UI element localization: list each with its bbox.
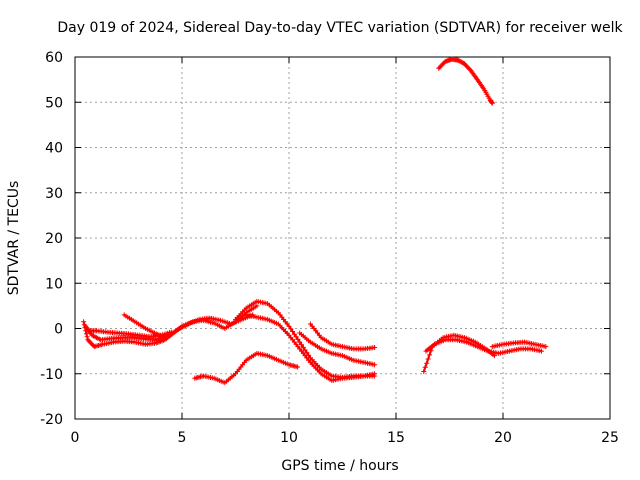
data-point: [422, 364, 428, 370]
y-tick-label: -20: [40, 412, 63, 428]
x-tick-label: 0: [71, 430, 80, 446]
data-point: [291, 331, 297, 337]
data-point: [539, 348, 544, 354]
ticks-layer: 0 5 10 15 20 25 -20 -10 0 10 20 30 40 50 60: [40, 50, 619, 446]
data-point: [85, 337, 91, 343]
data-point: [372, 362, 378, 368]
data-point: [293, 334, 299, 340]
x-tick-label: 15: [387, 430, 405, 446]
data-point: [372, 373, 378, 379]
data-point: [302, 347, 308, 353]
data-point: [304, 350, 310, 356]
data-point: [295, 364, 301, 370]
y-tick-label: 30: [45, 186, 63, 202]
data-point: [300, 344, 306, 350]
data-point: [489, 100, 495, 106]
data-point: [295, 336, 301, 342]
x-tick-label: 20: [494, 430, 512, 446]
data-point: [464, 63, 470, 69]
x-tick-label: 25: [601, 430, 619, 446]
y-tick-label: -10: [40, 367, 63, 383]
data-point: [299, 342, 304, 348]
data-point: [288, 326, 294, 332]
series-track-1: [81, 303, 260, 350]
y-axis-label: SDTVAR / TECUs: [6, 181, 22, 296]
series-track-13: [436, 56, 495, 106]
data-point: [425, 356, 431, 362]
y-tick-label: 20: [45, 231, 63, 247]
data-point: [438, 63, 444, 69]
x-tick-label: 10: [280, 430, 298, 446]
data-point: [84, 334, 90, 340]
data-point: [168, 329, 174, 335]
series-layer: [81, 56, 549, 386]
y-tick-label: 50: [45, 95, 63, 111]
data-point: [297, 339, 303, 345]
series-track-9: [307, 321, 378, 352]
data-point: [491, 353, 497, 359]
x-axis-label: GPS time / hours: [281, 458, 398, 474]
series-track-7: [243, 312, 378, 383]
y-tick-label: 60: [45, 50, 63, 66]
data-point: [290, 329, 296, 334]
x-tick-label: 5: [178, 430, 187, 446]
y-tick-label: 0: [54, 322, 63, 338]
series-track-4: [121, 312, 168, 341]
data-point: [286, 323, 292, 329]
data-point: [424, 360, 430, 366]
chart-title: Day 019 of 2024, Sidereal Day-to-day VTE…: [57, 20, 623, 36]
y-tick-label: 10: [45, 276, 63, 292]
series-track-5: [192, 350, 301, 386]
data-point: [421, 369, 427, 374]
series-track-11: [423, 337, 544, 356]
data-point: [372, 345, 378, 350]
data-point: [81, 319, 87, 325]
series-track-12: [489, 339, 549, 350]
data-point: [427, 352, 432, 358]
data-point: [162, 335, 168, 341]
y-tick-label: 40: [45, 141, 63, 157]
data-point: [439, 62, 445, 68]
grid-layer: [75, 57, 610, 419]
data-point: [83, 331, 89, 337]
series-track-8: [297, 330, 378, 368]
data-point: [543, 344, 549, 350]
data-point: [254, 303, 260, 309]
